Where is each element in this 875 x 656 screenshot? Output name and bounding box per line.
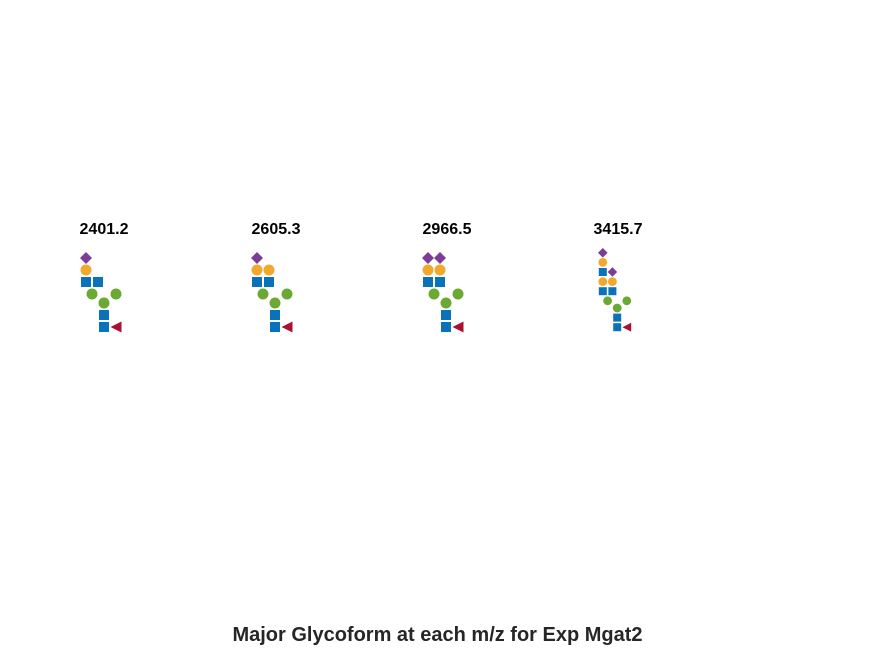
glycoform-structure: 2401.2 [80, 221, 129, 333]
mannose-residue-icon [612, 303, 622, 313]
mannose-residue-icon [257, 288, 269, 300]
mz-label: 2605.3 [252, 221, 301, 238]
figure-caption: Major Glycoform at each m/z for Exp Mgat… [232, 624, 643, 646]
glcnac-residue-icon [93, 277, 103, 287]
mannose-residue-icon [86, 288, 98, 300]
mannose-residue-icon [622, 296, 632, 306]
mannose-residue-icon [269, 297, 281, 309]
glcnac-residue-icon [270, 322, 280, 332]
mannose-residue-icon [452, 288, 464, 300]
galactose-residue-icon [80, 264, 92, 276]
glcnac-residue-icon [270, 310, 280, 320]
neu5ac-residue-icon [251, 252, 263, 264]
galactose-residue-icon [263, 264, 275, 276]
glcnac-residue-icon [81, 277, 91, 287]
neu5ac-residue-icon [422, 252, 434, 264]
glcnac-residue-icon [252, 277, 262, 287]
glcnac-residue-icon [435, 277, 445, 287]
neu5ac-residue-icon [434, 252, 446, 264]
mannose-residue-icon [98, 297, 110, 309]
mz-label: 3415.7 [594, 221, 643, 238]
neu5ac-residue-icon [598, 248, 608, 258]
mannose-residue-icon [110, 288, 122, 300]
glcnac-residue-icon [613, 313, 622, 322]
fucose-residue-icon [622, 322, 632, 332]
fucose-residue-icon [281, 321, 293, 333]
galactose-residue-icon [422, 264, 434, 276]
glcnac-residue-icon [598, 287, 607, 296]
glcnac-residue-icon [613, 323, 622, 332]
glycoform-structure: 2605.3 [251, 221, 301, 333]
glcnac-residue-icon [598, 268, 607, 276]
neu5ac-residue-icon [607, 267, 618, 277]
glcnac-residue-icon [264, 277, 274, 287]
galactose-residue-icon [434, 264, 446, 276]
mannose-residue-icon [281, 288, 293, 300]
glcnac-residue-icon [608, 287, 617, 296]
glycoform-structure: 3415.7 [594, 221, 643, 332]
mannose-residue-icon [440, 297, 452, 309]
glycoform-structure: 2966.5 [422, 221, 472, 333]
mannose-residue-icon [603, 296, 612, 306]
galactose-residue-icon [608, 277, 617, 286]
glcnac-residue-icon [441, 322, 451, 332]
glcnac-residue-icon [441, 310, 451, 320]
fucose-residue-icon [452, 321, 464, 333]
fucose-residue-icon [110, 321, 122, 333]
mannose-residue-icon [428, 288, 440, 300]
neu5ac-residue-icon [80, 252, 92, 264]
galactose-residue-icon [598, 258, 608, 267]
glcnac-residue-icon [423, 277, 433, 287]
galactose-residue-icon [598, 277, 608, 286]
mz-label: 2966.5 [423, 221, 472, 238]
glcnac-residue-icon [99, 310, 109, 320]
mz-label: 2401.2 [80, 221, 129, 238]
glcnac-residue-icon [99, 322, 109, 332]
galactose-residue-icon [251, 264, 263, 276]
